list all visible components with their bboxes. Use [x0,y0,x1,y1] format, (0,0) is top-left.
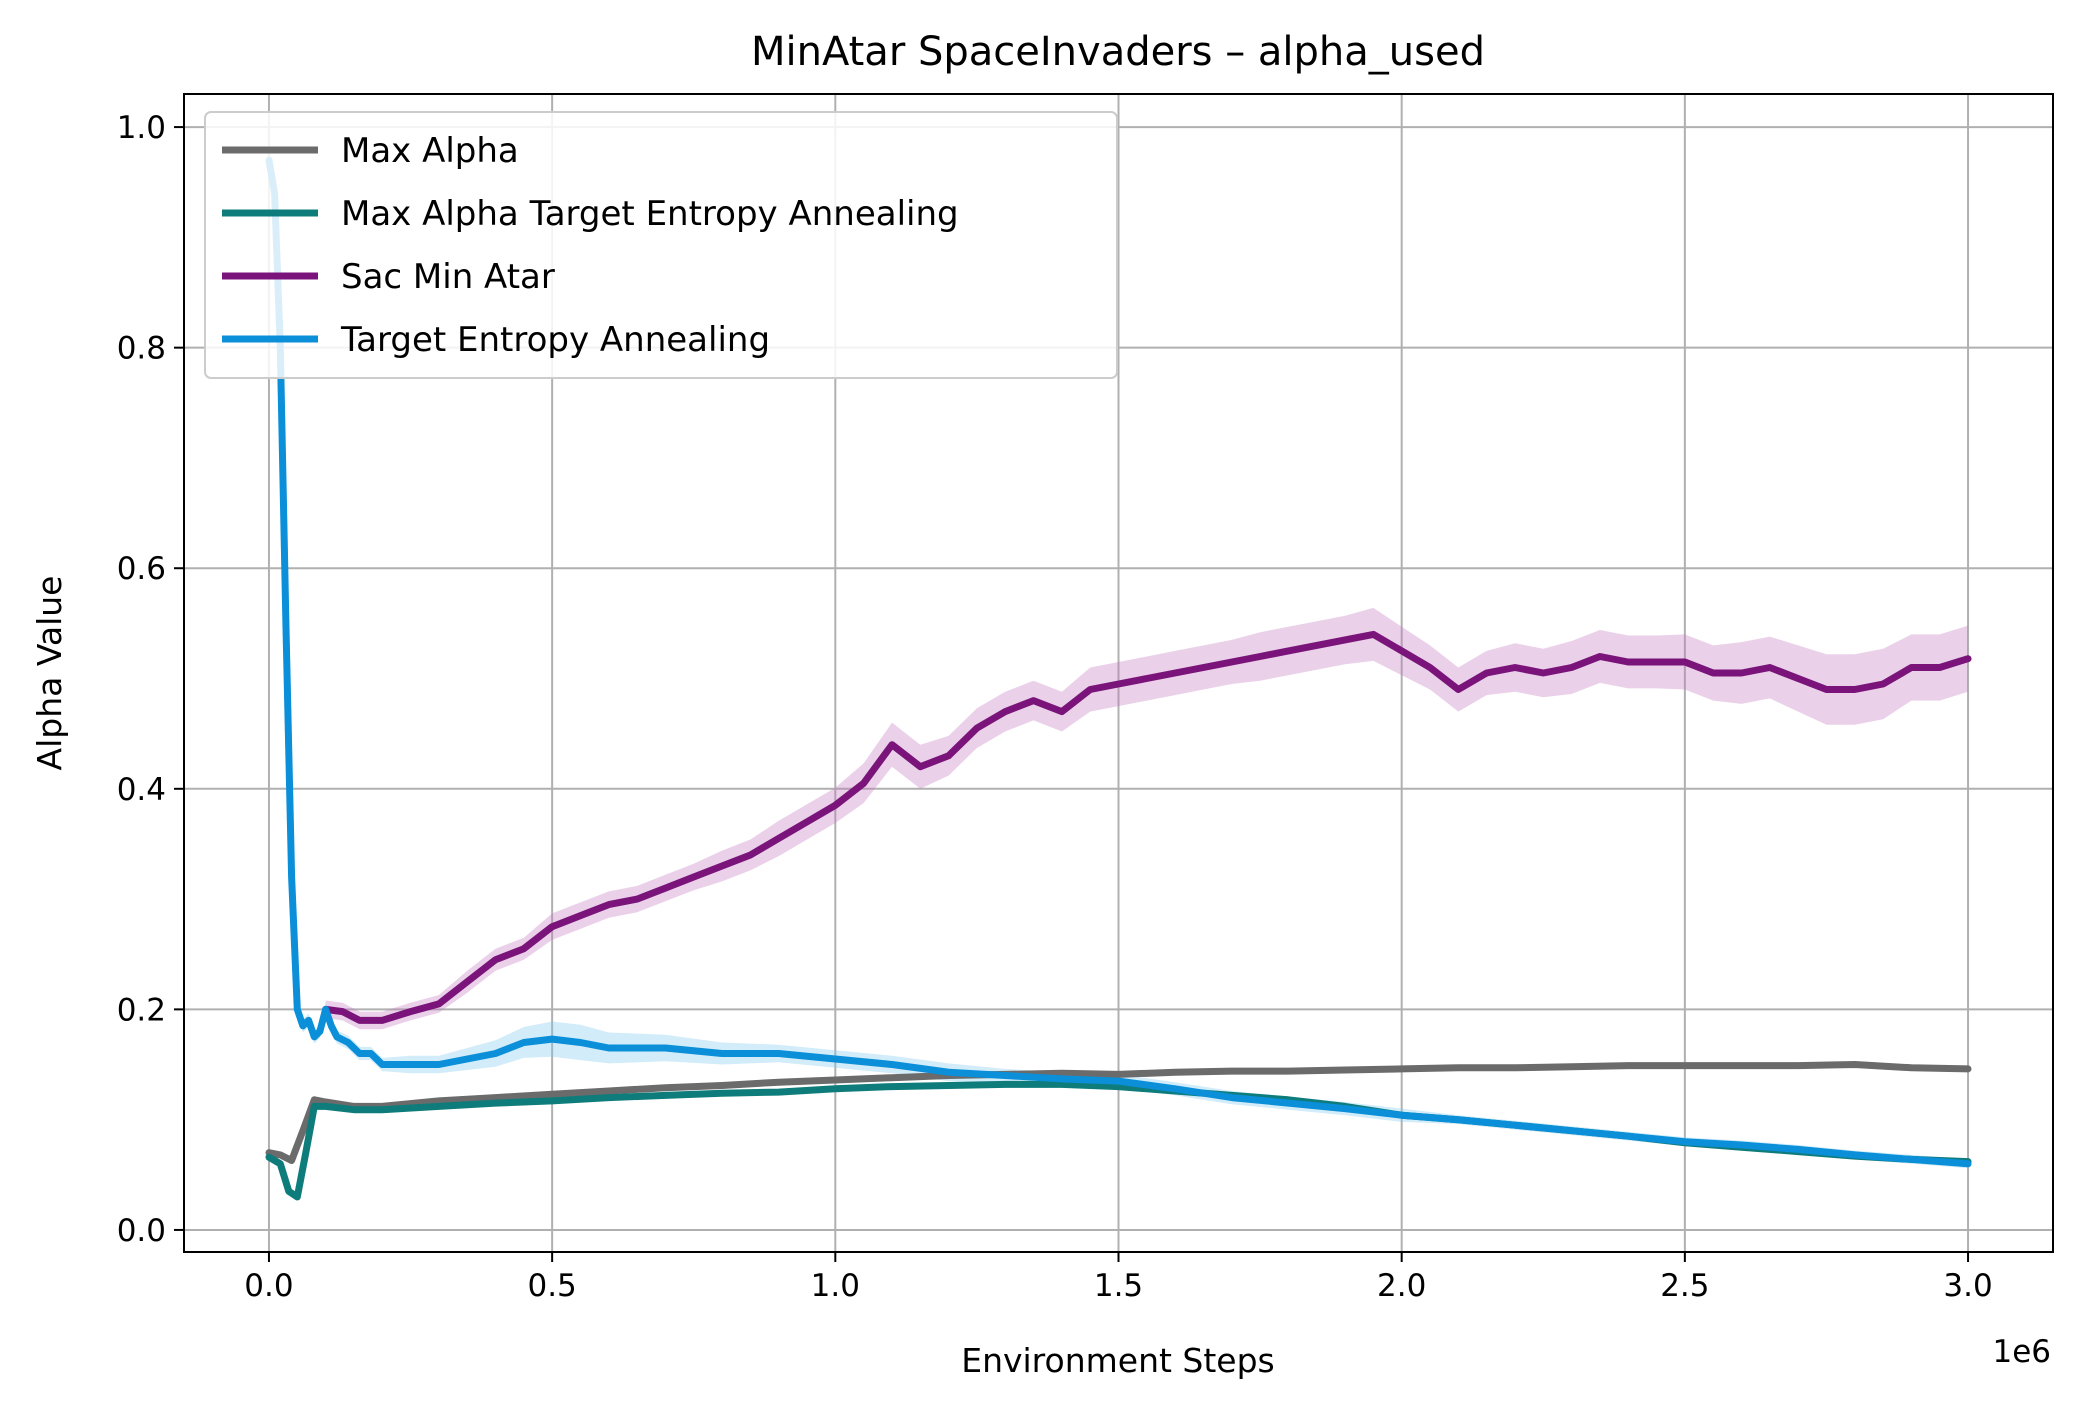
legend: Max Alpha Max Alpha Target Entropy Anneal… [204,111,1118,379]
y-tick-label: 0.2 [117,992,166,1028]
target-entropy-annealing-line [265,156,1972,1168]
x-tick-label: 0.0 [244,1268,293,1304]
x-tick-label: 1.5 [1094,1268,1143,1304]
x-tick-label: 0.5 [527,1268,576,1304]
y-tick-label: 1.0 [117,110,166,146]
legend-label-target-entropy-annealing: Target Entropy Annealing [340,320,770,360]
y-tick-label: 0.8 [117,331,166,367]
x-axis-offset-label: 1e6 [1992,1334,2051,1370]
x-axis-ticks: 0.0 0.5 1.0 1.5 2.0 2.5 3.0 [244,1252,1993,1304]
sac-min-atar-line [322,630,1972,1024]
y-axis-ticks: 0.0 0.2 0.4 0.6 0.8 1.0 [117,110,184,1249]
chart-title: MinAtar SpaceInvaders – alpha_used [751,29,1485,75]
y-tick-label: 0.0 [117,1213,166,1249]
legend-label-max-alpha-target-entropy-annealing: Max Alpha Target Entropy Annealing [341,194,959,234]
x-tick-label: 3.0 [1943,1268,1992,1304]
x-tick-label: 2.5 [1660,1268,1709,1304]
legend-label-max-alpha: Max Alpha [341,131,519,171]
y-tick-label: 0.6 [117,551,166,587]
x-axis-label: Environment Steps [961,1341,1275,1380]
y-tick-label: 0.4 [117,772,166,808]
legend-items: Max Alpha Max Alpha Target Entropy Anneal… [222,131,959,360]
x-tick-label: 1.0 [811,1268,860,1304]
x-tick-label: 2.0 [1377,1268,1426,1304]
legend-label-sac-min-atar: Sac Min Atar [341,257,555,297]
sac-min-atar-band [325,607,1969,1030]
legend-box [204,111,1118,379]
series-lines [265,156,1972,1201]
y-axis-label: Alpha Value [30,576,69,771]
